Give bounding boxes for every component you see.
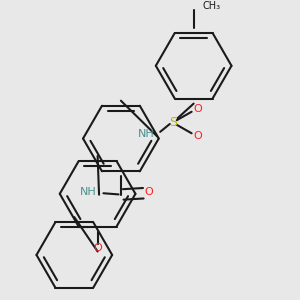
Text: NH: NH xyxy=(80,188,96,197)
Text: CH₃: CH₃ xyxy=(202,1,220,11)
Text: O: O xyxy=(193,130,202,141)
Text: NH: NH xyxy=(138,129,154,139)
Text: O: O xyxy=(145,188,154,197)
Text: O: O xyxy=(193,104,202,114)
Text: O: O xyxy=(93,243,102,253)
Text: S: S xyxy=(169,116,177,129)
